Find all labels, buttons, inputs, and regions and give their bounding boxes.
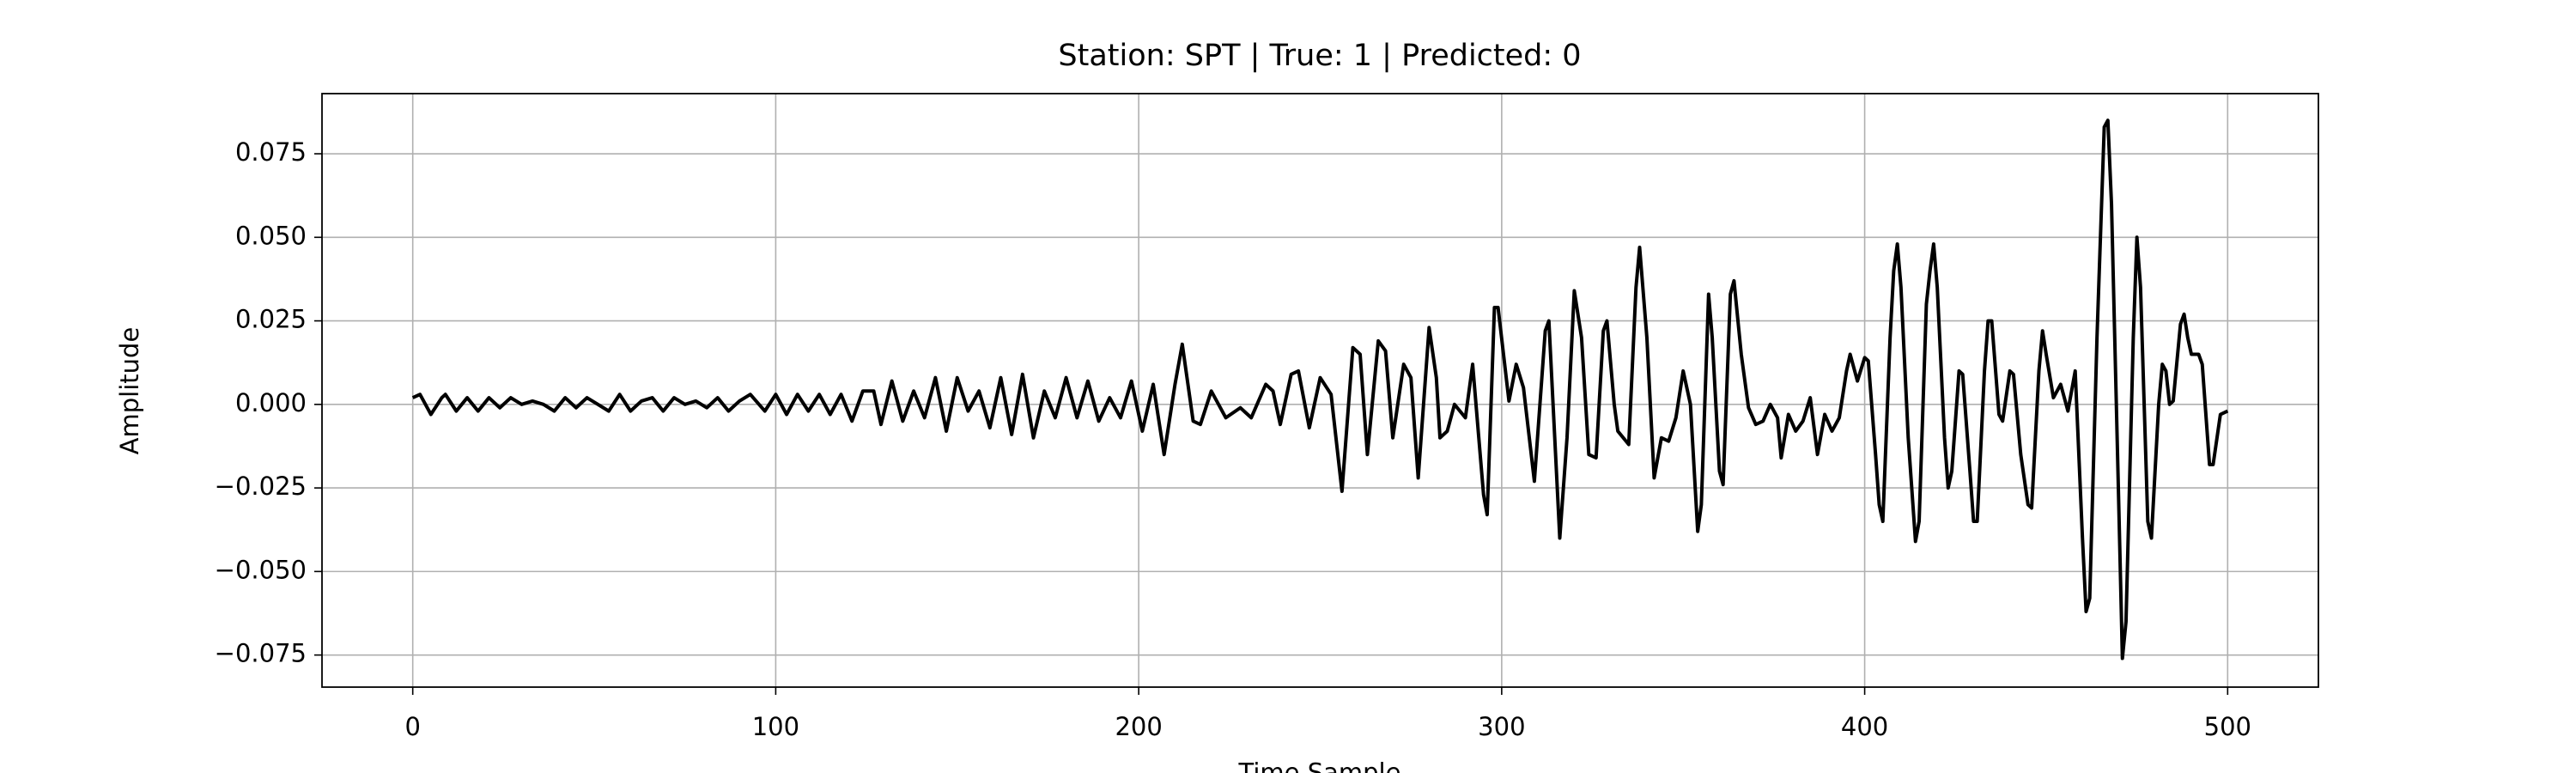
signal-line [411, 119, 2229, 660]
y-tick-label: 0.075 [235, 137, 307, 167]
x-tick-label: 100 [752, 712, 799, 741]
x-tick-label: 200 [1115, 712, 1162, 741]
plot-frame [321, 93, 2319, 688]
chart-title: Station: SPT | True: 1 | Predicted: 0 [1058, 39, 1581, 73]
x-tick-label: 500 [2204, 712, 2251, 741]
y-tick-label: −0.075 [215, 639, 307, 668]
y-tick-label: 0.000 [235, 388, 307, 417]
y-tick-label: −0.050 [215, 555, 307, 584]
y-axis-label: Amplitude [115, 327, 144, 455]
x-axis-label: Time Sample [1238, 758, 1401, 773]
x-tick-label: 300 [1478, 712, 1525, 741]
y-tick-label: 0.050 [235, 221, 307, 250]
x-tick-label: 0 [404, 712, 420, 741]
y-tick-label: −0.025 [215, 472, 307, 501]
x-tick-label: 400 [1841, 712, 1888, 741]
y-tick-label: 0.025 [235, 305, 307, 334]
